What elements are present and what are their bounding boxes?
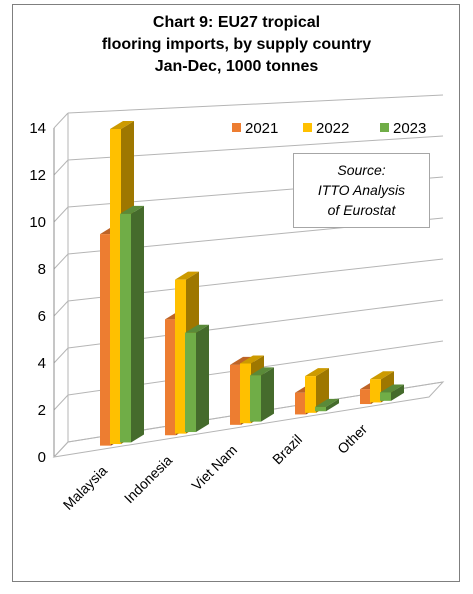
bar-malaysia-2022 bbox=[110, 129, 121, 445]
legend-swatch bbox=[303, 123, 312, 132]
x-tick-label: Viet Nam bbox=[188, 442, 240, 494]
bar-other-2021 bbox=[360, 389, 371, 405]
source-line-3: of Eurostat bbox=[327, 202, 396, 218]
chart-title-line-1: Chart 9: EU27 tropical bbox=[152, 14, 321, 31]
x-tick-label: Malaysia bbox=[60, 462, 111, 513]
gridline-side bbox=[53, 347, 69, 364]
bar-other-2022 bbox=[370, 379, 381, 403]
x-tick-label: Other bbox=[334, 421, 370, 457]
gridline-side bbox=[53, 159, 69, 176]
y-tick-label: 4 bbox=[38, 355, 46, 372]
bar-top-viet-nam-2023 bbox=[250, 367, 274, 376]
y-tick-label: 10 bbox=[29, 214, 46, 231]
gridline-side bbox=[53, 394, 69, 411]
bar-viet-nam-2021 bbox=[230, 364, 241, 425]
bar-top-brazil-2023 bbox=[315, 398, 339, 407]
y-tick-label: 8 bbox=[38, 261, 46, 278]
bar-top-malaysia-2022 bbox=[110, 121, 134, 130]
bar-side-other-2023 bbox=[391, 384, 404, 401]
bar-top-viet-nam-2022 bbox=[240, 355, 264, 364]
legend-label: 2023 bbox=[393, 120, 426, 137]
chart-frame bbox=[12, 4, 460, 582]
bar-top-brazil-2022 bbox=[305, 368, 329, 377]
gridline-side bbox=[53, 206, 69, 223]
gridline-side bbox=[53, 253, 69, 270]
bar-top-other-2022 bbox=[370, 371, 394, 380]
bar-side-viet-nam-2023 bbox=[261, 367, 274, 422]
y-tick-label: 6 bbox=[38, 308, 46, 325]
gridline bbox=[67, 94, 444, 114]
bar-indonesia-2021 bbox=[165, 319, 176, 436]
bar-side-malaysia-2023 bbox=[131, 205, 144, 443]
bar-top-malaysia-2023 bbox=[120, 205, 144, 214]
y-tick-label: 14 bbox=[29, 120, 46, 137]
bar-other-2023 bbox=[380, 392, 391, 401]
bar-brazil-2021 bbox=[295, 392, 306, 415]
y-tick-label: 2 bbox=[38, 402, 46, 419]
bar-indonesia-2022 bbox=[175, 279, 186, 434]
bar-indonesia-2023 bbox=[185, 332, 196, 433]
bar-top-indonesia-2023 bbox=[185, 324, 209, 333]
legend-swatch bbox=[380, 123, 389, 132]
legend-label: 2022 bbox=[316, 120, 349, 137]
y-tick-label: 12 bbox=[29, 167, 46, 184]
bar-malaysia-2023 bbox=[120, 213, 131, 443]
y-tick-label: 0 bbox=[38, 449, 46, 466]
bar-viet-nam-2022 bbox=[240, 363, 251, 424]
chart-title-line-2: flooring imports, by supply country bbox=[101, 36, 372, 53]
bar-side-indonesia-2023 bbox=[196, 324, 209, 433]
bar-side-brazil-2023 bbox=[326, 398, 339, 412]
bars bbox=[100, 121, 404, 446]
bar-viet-nam-2023 bbox=[250, 375, 261, 422]
x-tick-label: Brazil bbox=[269, 431, 305, 467]
bar-malaysia-2021 bbox=[100, 234, 111, 446]
bar-top-indonesia-2022 bbox=[175, 271, 199, 280]
bar-brazil-2023 bbox=[315, 406, 326, 412]
bar-top-other-2023 bbox=[380, 384, 404, 393]
bar-brazil-2022 bbox=[305, 376, 316, 413]
source-annotation: Source: ITTO Analysis of Eurostat bbox=[293, 153, 430, 228]
x-tick-label: Indonesia bbox=[121, 452, 175, 506]
chart-title-line-3: Jan-Dec, 1000 tonnes bbox=[154, 58, 319, 75]
chart-title: Chart 9: EU27 tropical flooring imports,… bbox=[0, 12, 473, 78]
gridline-side bbox=[53, 300, 69, 317]
gridline-side bbox=[53, 112, 69, 129]
legend-label: 2021 bbox=[245, 120, 278, 137]
legend-swatch bbox=[232, 123, 241, 132]
legend: 2021 2022 2023 bbox=[232, 120, 426, 137]
source-line-1: Source: bbox=[337, 162, 386, 178]
source-line-2: ITTO Analysis bbox=[317, 182, 406, 198]
